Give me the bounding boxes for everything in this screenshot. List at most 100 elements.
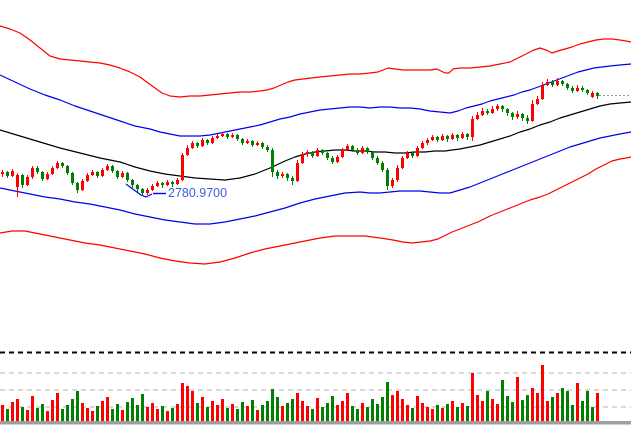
candle-body — [391, 180, 394, 186]
volume-bar — [316, 398, 319, 421]
candle-body — [316, 150, 319, 156]
volume-bar — [541, 365, 544, 421]
volume-bar — [396, 391, 399, 421]
volume-bar — [546, 401, 549, 421]
candle-body — [576, 88, 579, 91]
candle-body — [426, 140, 429, 143]
candle-body — [336, 157, 339, 162]
candle-body — [476, 115, 479, 119]
volume-bar — [581, 401, 584, 421]
volume-bar — [491, 399, 494, 421]
volume-bar — [331, 396, 334, 421]
volume-bar — [516, 377, 519, 421]
volume-bar — [336, 405, 339, 421]
candle-body — [186, 148, 189, 155]
volume-bar — [326, 403, 329, 421]
volume-bar — [346, 393, 349, 421]
candle-body — [421, 143, 424, 148]
volume-bar — [81, 403, 84, 421]
candle-body — [431, 137, 434, 140]
candle-body — [41, 172, 44, 179]
volume-bar — [26, 410, 29, 421]
volume-bar — [181, 383, 184, 421]
candle-body — [6, 172, 9, 176]
candle-body — [266, 147, 269, 150]
volume-bar — [156, 409, 159, 421]
candle-body — [311, 152, 314, 156]
candle-body — [196, 143, 199, 146]
candle-body — [596, 93, 599, 96]
volume-bar — [36, 408, 39, 421]
candle-body — [366, 148, 369, 152]
volume-bar — [511, 402, 514, 421]
candle-body — [381, 163, 384, 170]
volume-bar — [371, 399, 374, 421]
candle-body — [396, 168, 399, 180]
candle-body — [71, 173, 74, 183]
low-price-annotation: 2780.9700 — [125, 183, 227, 200]
volume-bar — [536, 393, 539, 421]
volume-bar — [556, 393, 559, 421]
volume-bar — [276, 397, 279, 421]
candle-body — [326, 153, 329, 158]
volume-gridlines — [0, 351, 631, 408]
candle-body — [51, 168, 54, 174]
candle-body — [276, 172, 279, 176]
volume-bar — [301, 401, 304, 421]
candle-body — [371, 152, 374, 158]
indicator-bands — [0, 25, 631, 265]
candle-body — [231, 135, 234, 137]
volume-bar — [351, 406, 354, 421]
candle-body — [456, 135, 459, 138]
candle-body — [181, 155, 184, 180]
band-upper-outer-red — [0, 25, 631, 98]
volume-bar — [71, 399, 74, 421]
volume-bar — [256, 410, 259, 421]
candle-body — [176, 180, 179, 184]
volume-bar — [366, 407, 369, 421]
candle-body — [511, 113, 514, 117]
volume-bar — [261, 405, 264, 421]
candle-body — [16, 175, 19, 187]
candle-body — [436, 137, 439, 140]
candle-body — [31, 168, 34, 177]
volume-bar — [466, 406, 469, 421]
candle-body — [406, 153, 409, 158]
volume-bar — [211, 401, 214, 421]
volume-bar — [206, 407, 209, 421]
volume-bar — [291, 399, 294, 421]
candle-body — [536, 99, 539, 104]
candle-body — [286, 174, 289, 178]
candle-body — [161, 183, 164, 185]
volume-bar — [471, 373, 474, 421]
volume-bars — [1, 365, 599, 421]
candle-body — [141, 189, 144, 193]
volume-bar — [501, 380, 504, 421]
volume-bar — [341, 401, 344, 421]
candle-body — [341, 150, 344, 157]
candle-body — [531, 104, 534, 121]
volume-bar — [451, 401, 454, 421]
volume-bar — [386, 382, 389, 421]
volume-bar — [86, 408, 89, 421]
volume-bar — [66, 405, 69, 421]
volume-bar — [381, 397, 384, 421]
candle-body — [126, 173, 129, 180]
candle-body — [201, 140, 204, 146]
volume-bar — [16, 399, 19, 421]
volume-bar — [196, 403, 199, 421]
volume-bar — [41, 404, 44, 421]
candlesticks — [1, 78, 599, 197]
volume-bar — [61, 409, 64, 421]
volume-bar — [481, 401, 484, 421]
volume-bar — [446, 404, 449, 421]
volume-bar — [591, 407, 594, 421]
volume-bar — [506, 396, 509, 421]
candle-body — [401, 158, 404, 168]
volume-bar — [11, 402, 14, 421]
candle-body — [191, 143, 194, 148]
volume-bar — [391, 395, 394, 421]
candle-body — [226, 134, 229, 137]
